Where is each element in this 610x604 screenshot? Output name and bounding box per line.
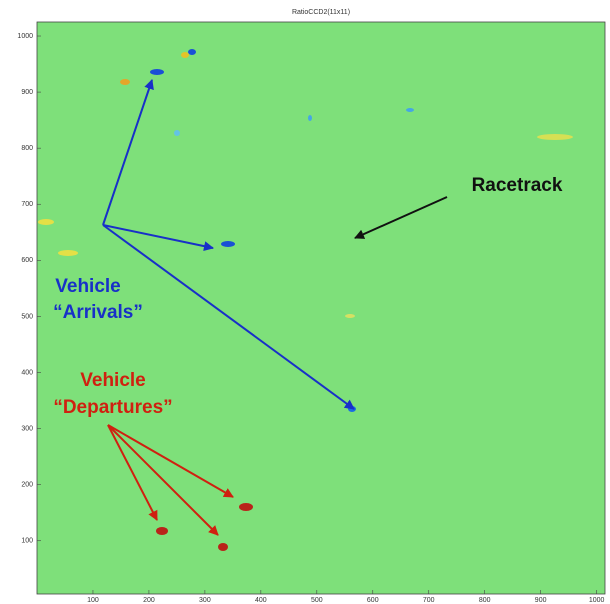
heat-blob — [221, 241, 235, 247]
annotation: “Departures” — [53, 397, 172, 418]
heat-blob — [38, 219, 54, 225]
annotation: “Arrivals” — [53, 302, 143, 323]
y-tick-label: 800 — [21, 145, 33, 152]
x-tick-label: 500 — [311, 597, 323, 604]
y-tick-label: 1000 — [17, 33, 33, 40]
annotation: Vehicle — [55, 276, 121, 297]
heat-blob — [150, 69, 164, 75]
y-tick-label: 600 — [21, 257, 33, 264]
heat-blob — [58, 250, 78, 256]
y-tick-label: 400 — [21, 369, 33, 376]
heat-blob — [181, 52, 189, 58]
heat-blob — [218, 543, 228, 551]
y-tick-label: 300 — [21, 425, 33, 432]
annotation: Vehicle — [80, 370, 146, 391]
x-tick-label: 400 — [255, 597, 267, 604]
y-tick-label: 700 — [21, 201, 33, 208]
heat-blob — [239, 503, 253, 511]
x-tick-label: 1000 — [589, 597, 605, 604]
annotation: Racetrack — [472, 175, 563, 196]
heat-blob — [308, 115, 312, 121]
heat-blob — [345, 314, 355, 318]
y-tick-label: 500 — [21, 313, 33, 320]
heat-blob — [156, 527, 168, 535]
x-tick-label: 100 — [87, 597, 99, 604]
x-tick-label: 800 — [479, 597, 491, 604]
heat-blob — [188, 49, 196, 55]
chart: RatioCCD2(11x11) Racetrack Vehicle “Arri… — [0, 0, 610, 604]
heat-blob — [174, 130, 180, 136]
y-tick-label: 200 — [21, 481, 33, 488]
x-tick-label: 600 — [367, 597, 379, 604]
y-tick-label: 100 — [21, 538, 33, 545]
x-tick-label: 700 — [423, 597, 435, 604]
heat-blob — [406, 108, 414, 112]
chart-title: RatioCCD2(11x11) — [292, 9, 350, 16]
y-tick-label: 900 — [21, 89, 33, 96]
heat-blob — [120, 79, 130, 85]
x-tick-label: 900 — [535, 597, 547, 604]
x-tick-label: 200 — [143, 597, 155, 604]
heat-blob — [537, 134, 573, 140]
x-tick-label: 300 — [199, 597, 211, 604]
